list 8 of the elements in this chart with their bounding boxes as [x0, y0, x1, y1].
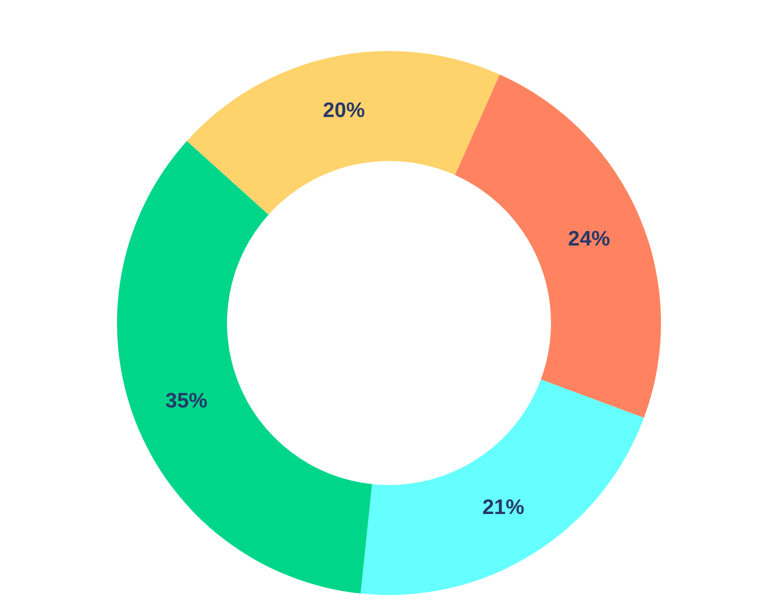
data-label: 24% [568, 227, 610, 250]
donut-slice [186, 51, 500, 215]
data-label: 21% [482, 496, 525, 519]
data-label: 35% [165, 389, 208, 412]
data-label: 20% [322, 99, 366, 122]
donut-slice [117, 140, 372, 594]
donut-slice [454, 74, 661, 418]
donut-slice [360, 379, 644, 595]
